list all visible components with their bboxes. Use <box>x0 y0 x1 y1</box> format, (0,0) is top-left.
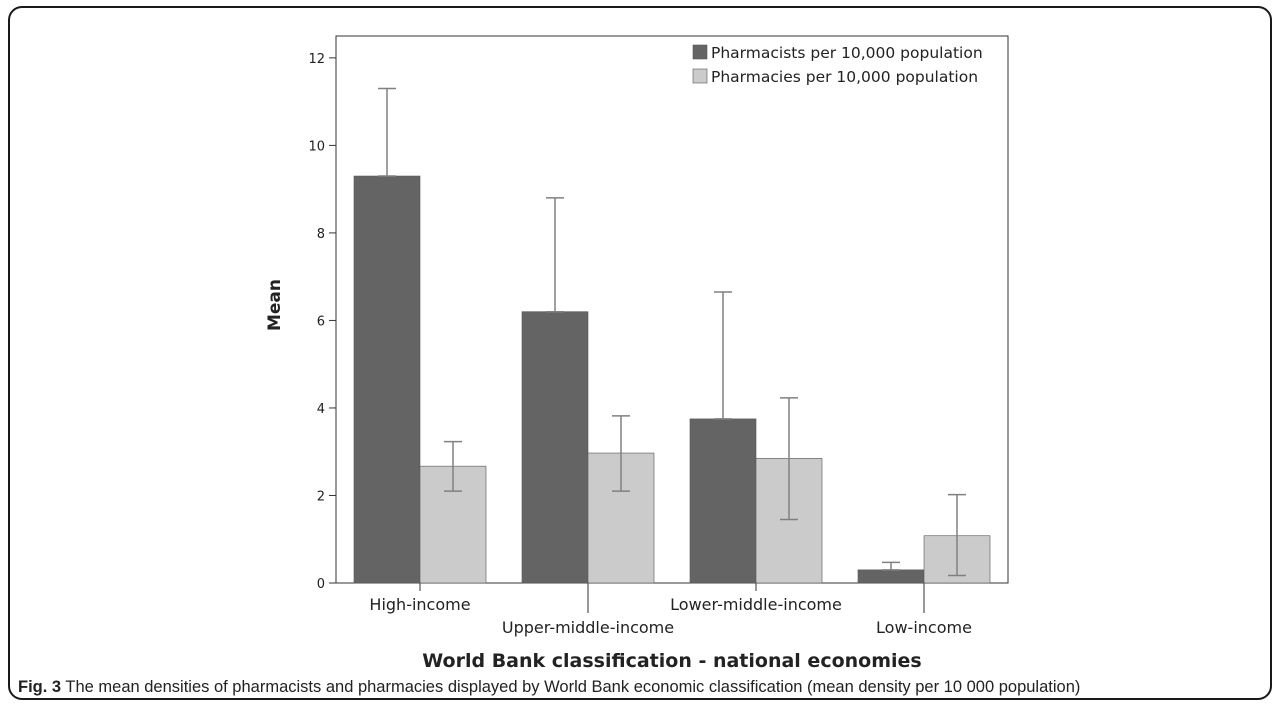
x-axis-label: World Bank classification - national eco… <box>422 650 921 672</box>
y-axis-label: Mean <box>265 279 285 331</box>
y-tick-label: 2 <box>317 489 325 504</box>
figure-caption: Fig. 3 The mean densities of pharmacists… <box>18 678 1268 697</box>
bar-pharmacists <box>353 175 421 584</box>
y-axis: 0 2 4 6 8 10 12 <box>308 52 336 592</box>
x-axis: High-income Upper-middle-income Lower-midd… <box>369 583 972 637</box>
y-tick-label: 6 <box>317 314 325 329</box>
legend: Pharmacists per 10,000 population Pharmac… <box>692 44 983 86</box>
y-tick-label: 0 <box>317 577 325 592</box>
legend-swatch <box>692 44 708 60</box>
legend-label: Pharmacies per 10,000 population <box>711 68 978 86</box>
bar-pharmacists <box>857 569 925 584</box>
error-bars <box>378 87 966 577</box>
y-tick-label: 8 <box>317 227 325 242</box>
y-tick-label: 4 <box>317 402 325 417</box>
bar-pharmacists <box>521 311 589 584</box>
bars <box>353 175 991 584</box>
x-tick-label: High-income <box>369 595 470 614</box>
bar-pharmacists <box>689 418 757 584</box>
figure-number: Fig. 3 <box>18 678 62 696</box>
y-tick-label: 12 <box>308 52 325 67</box>
y-tick-label: 10 <box>308 139 325 154</box>
caption-text: The mean densities of pharmacists and ph… <box>61 678 1081 696</box>
legend-swatch <box>692 68 708 84</box>
x-tick-label: Upper-middle-income <box>502 618 674 637</box>
legend-label: Pharmacists per 10,000 population <box>711 44 983 62</box>
x-tick-label: Lower-middle-income <box>670 595 842 614</box>
x-tick-label: Low-income <box>876 618 972 637</box>
